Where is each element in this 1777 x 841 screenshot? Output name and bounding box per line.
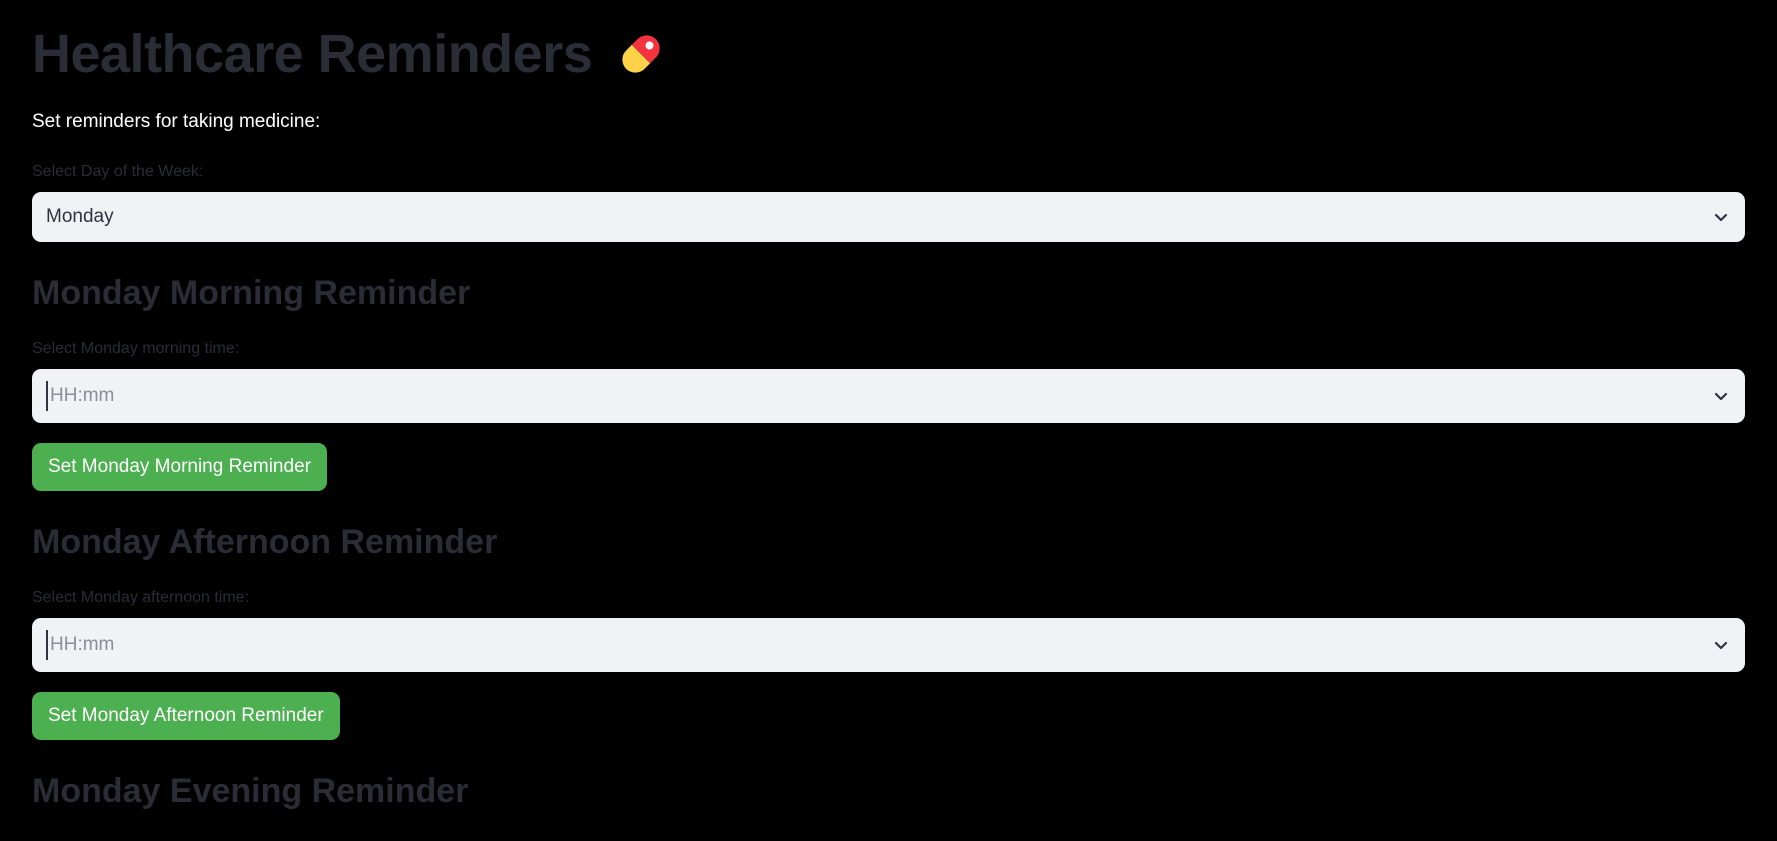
evening-reminder-heading: Monday Evening Reminder <box>32 772 469 810</box>
pill-icon <box>610 23 672 85</box>
day-select[interactable]: Monday <box>32 192 1745 242</box>
set-afternoon-reminder-button[interactable]: Set Monday Afternoon Reminder <box>32 692 340 740</box>
set-morning-reminder-button[interactable]: Set Monday Morning Reminder <box>32 443 327 491</box>
afternoon-reminder-heading: Monday Afternoon Reminder <box>32 523 498 561</box>
intro-text: Set reminders for taking medicine: <box>32 111 321 132</box>
afternoon-time-placeholder: HH:mm <box>46 630 114 660</box>
chevron-down-icon <box>1714 641 1728 650</box>
day-select-value: Monday <box>46 206 114 227</box>
title-row: Healthcare Reminders <box>32 0 1745 90</box>
afternoon-time-input[interactable]: HH:mm <box>32 618 1745 672</box>
page-title: Healthcare Reminders <box>32 24 593 84</box>
afternoon-time-label: Select Monday afternoon time: <box>32 589 250 606</box>
morning-time-placeholder: HH:mm <box>46 381 114 411</box>
day-select-label: Select Day of the Week: <box>32 163 204 180</box>
chevron-down-icon <box>1714 392 1728 401</box>
morning-reminder-heading: Monday Morning Reminder <box>32 274 471 312</box>
morning-time-label: Select Monday morning time: <box>32 340 240 357</box>
morning-time-input[interactable]: HH:mm <box>32 369 1745 423</box>
chevron-down-icon <box>1714 213 1728 222</box>
